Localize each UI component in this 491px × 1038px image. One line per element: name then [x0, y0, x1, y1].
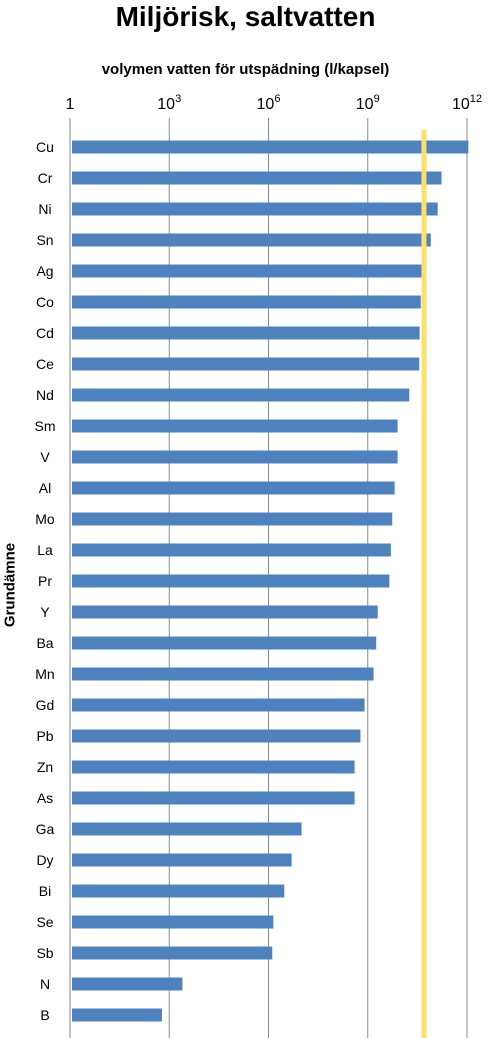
category-label: Ba	[36, 635, 53, 651]
category-label: Cd	[36, 325, 54, 341]
category-label: Cu	[36, 139, 54, 155]
category-label: Pr	[38, 573, 52, 589]
category-labels: Cu Cr Ni Sn Ag Co Cd Ce Nd Sm V Al Mo La Pr Y Ba Mn Gd Pb Zn…	[35, 139, 56, 1023]
category-label: Sb	[36, 945, 53, 961]
category-label: Pb	[36, 728, 53, 744]
bar-bi	[72, 884, 285, 898]
x-axis-label: volymen vatten för utspädning (l/kapsel)	[101, 61, 390, 78]
reference-line-layer	[421, 130, 427, 1038]
category-label: Mn	[35, 666, 54, 682]
x-tick-label: 1012	[452, 93, 482, 113]
bar-nd	[72, 388, 410, 402]
category-label: Sn	[36, 232, 53, 248]
bar-ni	[72, 202, 438, 216]
category-label: Co	[36, 294, 54, 310]
bar-ce	[72, 357, 420, 371]
bar-sm	[72, 419, 398, 433]
bar-mo	[72, 512, 393, 526]
bar-y	[72, 605, 378, 619]
reference-line	[421, 130, 427, 1038]
bar-gd	[72, 698, 365, 712]
category-label: Bi	[39, 883, 51, 899]
x-tick-label: 1	[66, 96, 75, 113]
category-label: Y	[40, 604, 50, 620]
bar-v	[72, 450, 398, 464]
category-label: V	[40, 449, 50, 465]
category-label: La	[37, 542, 53, 558]
category-label: N	[40, 976, 50, 992]
bar-ba	[72, 636, 377, 650]
x-tick-label: 109	[356, 93, 380, 113]
bar-n	[72, 977, 183, 991]
bar-cu	[72, 140, 469, 154]
category-label: Ni	[38, 201, 51, 217]
category-label: Nd	[36, 387, 54, 403]
category-label: Zn	[37, 759, 53, 775]
bar-ga	[72, 822, 302, 836]
bar-zn	[72, 760, 355, 774]
category-label: Se	[36, 914, 53, 930]
bar-al	[72, 481, 395, 495]
x-axis-ticks: 1 103 106 109 1012	[66, 93, 482, 113]
category-label: Gd	[36, 697, 55, 713]
bar-pr	[72, 574, 390, 588]
category-label: Cr	[38, 170, 53, 186]
bar-se	[72, 915, 274, 929]
bar-cd	[72, 326, 420, 340]
bar-sb	[72, 946, 273, 960]
category-label: Ce	[36, 356, 54, 372]
category-label: As	[37, 790, 53, 806]
chart-title: Miljörisk, saltvatten	[115, 1, 376, 32]
category-label: B	[40, 1007, 49, 1023]
category-label: Mo	[35, 511, 55, 527]
bar-b	[72, 1008, 162, 1022]
x-tick-label: 106	[257, 93, 281, 113]
category-label: Sm	[35, 418, 56, 434]
category-label: Ag	[36, 263, 53, 279]
category-label: Dy	[36, 852, 53, 868]
bar-pb	[72, 729, 361, 743]
bars	[72, 140, 469, 1022]
bar-co	[72, 295, 421, 309]
bar-as	[72, 791, 355, 805]
bar-mn	[72, 667, 374, 681]
bar-ag	[72, 264, 424, 278]
category-label: Ga	[36, 821, 55, 837]
x-tick-label: 103	[157, 93, 181, 113]
bar-la	[72, 543, 391, 557]
category-label: Al	[39, 480, 51, 496]
bar-dy	[72, 853, 292, 867]
bar-cr	[72, 171, 442, 185]
bar-sn	[72, 233, 431, 247]
